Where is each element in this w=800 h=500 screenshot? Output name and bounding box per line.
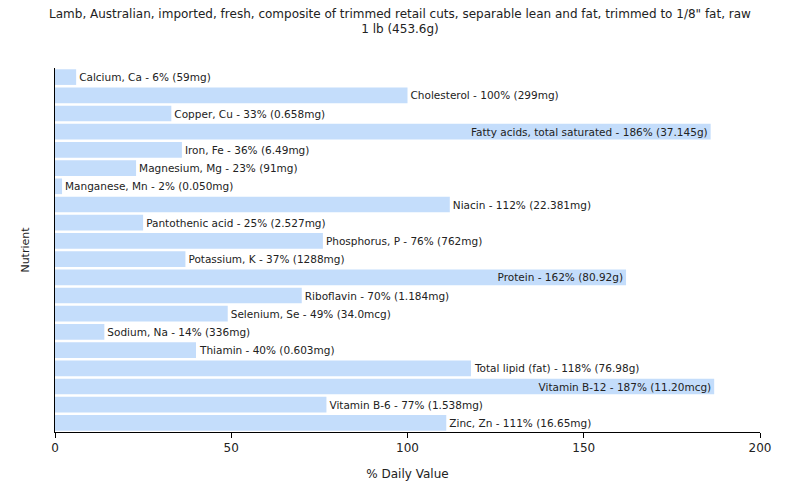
svg-text:0: 0 (51, 441, 59, 455)
svg-text:Total lipid (fat) - 118% (76.9: Total lipid (fat) - 118% (76.98g) (474, 362, 639, 374)
svg-text:50: 50 (224, 441, 239, 455)
svg-text:Pantothenic acid - 25% (2.527m: Pantothenic acid - 25% (2.527mg) (146, 217, 325, 229)
svg-text:Selenium, Se - 49% (34.0mcg): Selenium, Se - 49% (34.0mcg) (231, 308, 391, 320)
svg-text:Sodium, Na - 14% (336mg): Sodium, Na - 14% (336mg) (107, 326, 250, 338)
svg-text:Fatty acids, total saturated -: Fatty acids, total saturated - 186% (37.… (471, 126, 708, 138)
svg-text:Copper, Cu - 33% (0.658mg): Copper, Cu - 33% (0.658mg) (174, 108, 325, 120)
svg-text:Zinc, Zn - 111% (16.65mg): Zinc, Zn - 111% (16.65mg) (449, 417, 591, 429)
svg-text:Cholesterol - 100% (299mg): Cholesterol - 100% (299mg) (411, 89, 559, 101)
svg-text:200: 200 (749, 441, 772, 455)
svg-text:Manganese, Mn - 2% (0.050mg): Manganese, Mn - 2% (0.050mg) (65, 180, 233, 192)
svg-text:Lamb, Australian, imported, fr: Lamb, Australian, imported, fresh, compo… (49, 7, 751, 37)
svg-text:Thiamin - 40% (0.603mg): Thiamin - 40% (0.603mg) (199, 344, 335, 356)
svg-text:150: 150 (572, 441, 595, 455)
svg-text:Niacin - 112% (22.381mg): Niacin - 112% (22.381mg) (453, 199, 591, 211)
svg-text:Phosphorus, P - 76% (762mg): Phosphorus, P - 76% (762mg) (326, 235, 482, 247)
svg-text:Potassium, K - 37% (1288mg): Potassium, K - 37% (1288mg) (188, 253, 344, 265)
svg-text:% Daily Value: % Daily Value (366, 467, 448, 481)
svg-text:Nutrient: Nutrient (19, 227, 32, 273)
svg-text:Vitamin B-12 - 187% (11.20mcg): Vitamin B-12 - 187% (11.20mcg) (539, 381, 712, 393)
svg-text:Vitamin B-6 - 77% (1.538mg): Vitamin B-6 - 77% (1.538mg) (329, 399, 483, 411)
svg-text:100: 100 (396, 441, 419, 455)
svg-text:Calcium, Ca - 6% (59mg): Calcium, Ca - 6% (59mg) (79, 71, 211, 83)
svg-text:Protein - 162% (80.92g): Protein - 162% (80.92g) (498, 271, 624, 283)
svg-text:Iron, Fe - 36% (6.49mg): Iron, Fe - 36% (6.49mg) (185, 144, 309, 156)
svg-text:Riboflavin - 70% (1.184mg): Riboflavin - 70% (1.184mg) (305, 290, 449, 302)
svg-text:Magnesium, Mg - 23% (91mg): Magnesium, Mg - 23% (91mg) (139, 162, 298, 174)
